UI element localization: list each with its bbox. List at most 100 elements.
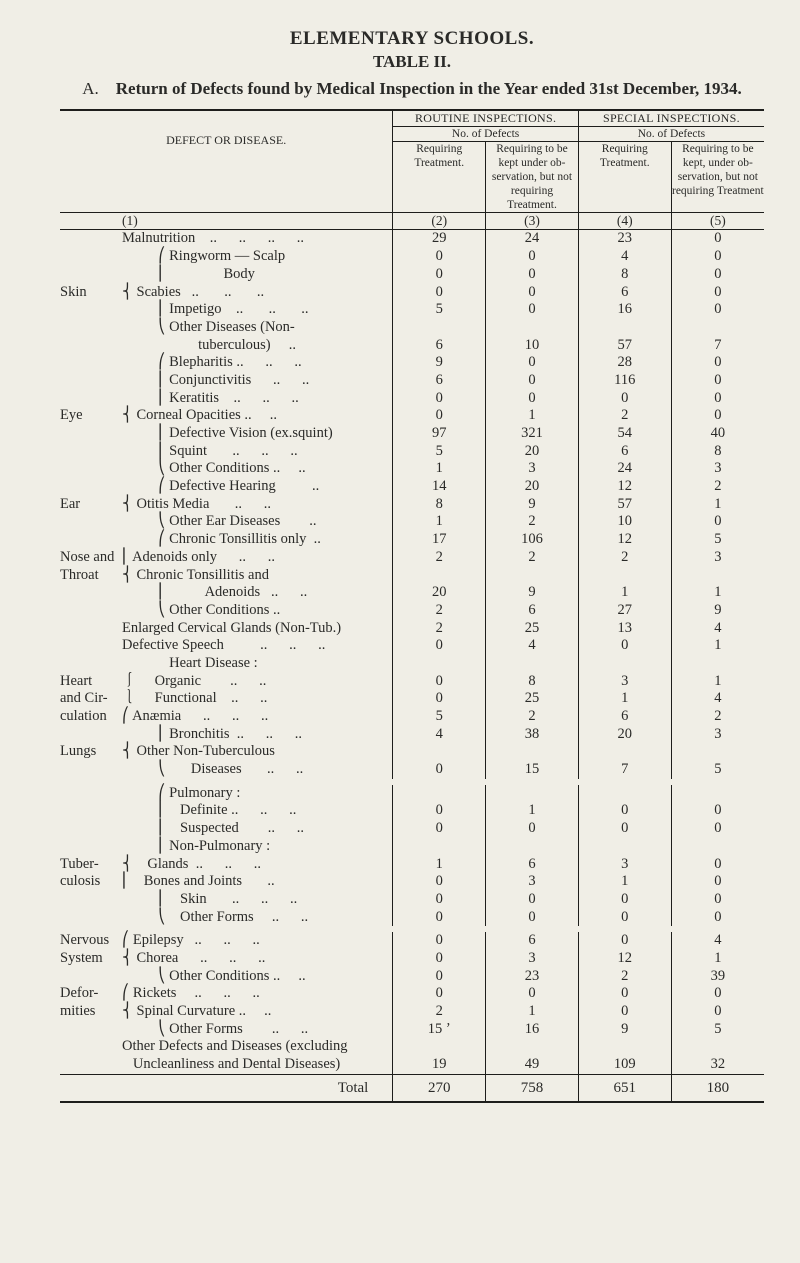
cell-value	[486, 1038, 579, 1056]
cell-value: 19	[393, 1056, 486, 1074]
row-label: Ear⎨ Otitis Media .. ..	[60, 496, 393, 514]
row-group: Tuber-	[60, 856, 122, 874]
cell-value: 23	[486, 968, 579, 986]
table-row: Enlarged Cervical Glands (Non-Tub.)22513…	[60, 620, 764, 638]
table-row: ⎛ Chronic Tonsillitis only ..17106125	[60, 531, 764, 549]
table-row: ⎝ Other Conditions .. ..023239	[60, 968, 764, 986]
cell-value	[671, 319, 764, 337]
cell-value: 6	[578, 284, 671, 302]
cell-value	[486, 567, 579, 585]
row-label: ⎜ Impetigo .. .. ..	[60, 301, 393, 319]
cell-value: 3	[486, 950, 579, 968]
table-row: Nervous⎛ Epilepsy .. .. ..0604	[60, 932, 764, 950]
page: ELEMENTARY SCHOOLS. TABLE II. A. Return …	[0, 0, 800, 1139]
row-label: Throat⎨ Chronic Tonsillitis and	[60, 567, 393, 585]
cell-value: 2	[486, 549, 579, 567]
row-label: Other Defects and Diseases (excluding	[60, 1038, 393, 1056]
cell-value: 0	[671, 301, 764, 319]
row-text: ⎜ Bronchitis .. .. ..	[122, 726, 302, 742]
cell-value: 9	[578, 1021, 671, 1039]
cell-value: 4	[671, 932, 764, 950]
cell-value: 2	[393, 549, 486, 567]
row-label: ⎛ Blepharitis .. .. ..	[60, 354, 393, 372]
header-col-3: Requiring to be kept under ob-servation,…	[486, 141, 579, 212]
cell-value: 0	[671, 1003, 764, 1021]
cell-value: 0	[486, 301, 579, 319]
cell-value: 4	[578, 248, 671, 266]
cell-value: 0	[393, 802, 486, 820]
row-text: Enlarged Cervical Glands (Non-Tub.)	[122, 620, 341, 636]
row-text: ⎛ Anæmia .. .. ..	[122, 708, 268, 724]
cell-value: 7	[578, 761, 671, 779]
cell-value: 2	[393, 602, 486, 620]
cell-value: 0	[393, 950, 486, 968]
row-label: ⎛ Chronic Tonsillitis only ..	[60, 531, 393, 549]
row-text: ⎨ Other Non-Tuberculous	[122, 743, 275, 759]
title-table-ii: TABLE II.	[60, 52, 764, 72]
cell-value	[671, 567, 764, 585]
row-label: ⎝ Other Forms .. ..	[60, 909, 393, 927]
cell-value: 1	[671, 637, 764, 655]
row-text: ⎜ Suspected .. ..	[122, 820, 304, 836]
table-row: ⎝ Other Ear Diseases ..12100	[60, 513, 764, 531]
table-caption: A. Return of Defects found by Medical In…	[72, 78, 752, 99]
row-group: and Cir-	[60, 690, 122, 708]
cell-value: 0	[578, 1003, 671, 1021]
row-text: ⎱ Functional .. ..	[122, 690, 267, 706]
row-label: Heart Disease :	[60, 655, 393, 673]
table-row: ⎛ Blepharitis .. .. ..90280	[60, 354, 764, 372]
table-row: Other Defects and Diseases (excluding	[60, 1038, 764, 1056]
cell-value: 2	[486, 708, 579, 726]
cell-value: 0	[486, 820, 579, 838]
cell-value: 0	[578, 390, 671, 408]
colnum-1: (1)	[60, 212, 393, 229]
cell-value: 2	[393, 1003, 486, 1021]
cell-value: 8	[578, 266, 671, 284]
table-row: ⎝ Other Forms .. ..15 ʼ1695	[60, 1021, 764, 1039]
colnum-3: (3)	[486, 212, 579, 229]
cell-value: 3	[671, 549, 764, 567]
row-text: ⎜ Adenoids only .. ..	[122, 549, 275, 565]
cell-value: 2	[578, 407, 671, 425]
row-text: ⎛ Blepharitis .. .. ..	[122, 354, 302, 370]
cell-value: 0	[578, 637, 671, 655]
cell-value: 5	[671, 761, 764, 779]
row-text: ⎨ Corneal Opacities .. ..	[122, 407, 277, 423]
row-group: culosis	[60, 873, 122, 891]
cell-value: 2	[671, 478, 764, 496]
row-label: Defective Speech .. .. ..	[60, 637, 393, 655]
cell-value: 0	[578, 891, 671, 909]
cell-value	[578, 567, 671, 585]
cell-value: 0	[393, 820, 486, 838]
table-row: ⎛ Defective Hearing ..1420122	[60, 478, 764, 496]
table-row: Defective Speech .. .. ..0401	[60, 637, 764, 655]
cell-value: 9	[486, 584, 579, 602]
table-row: Heart⎰ Organic .. ..0831	[60, 673, 764, 691]
cell-value: 4	[671, 690, 764, 708]
cell-value: 0	[393, 932, 486, 950]
table-row: System⎨ Chorea .. .. ..03121	[60, 950, 764, 968]
cell-value: 9	[486, 496, 579, 514]
row-text: ⎨ Glands .. .. ..	[122, 856, 261, 872]
row-label: ⎜ Squint .. .. ..	[60, 443, 393, 461]
cell-value: 0	[393, 407, 486, 425]
table-row: Uncleanliness and Dental Diseases)194910…	[60, 1056, 764, 1074]
cell-value: 0	[671, 248, 764, 266]
cell-value: 4	[486, 637, 579, 655]
cell-value: 24	[486, 230, 579, 248]
row-text: ⎰ Organic .. ..	[122, 673, 266, 689]
row-label: ⎜ Defective Vision (ex.squint)	[60, 425, 393, 443]
cell-value: 16	[578, 301, 671, 319]
cell-value	[578, 785, 671, 803]
cell-value: 0	[578, 985, 671, 1003]
row-text: ⎝ Other Conditions .. ..	[122, 968, 306, 984]
table-row: ⎜ Keratitis .. .. ..0000	[60, 390, 764, 408]
row-text: ⎝ Diseases .. ..	[122, 761, 303, 777]
cell-value: 4	[393, 726, 486, 744]
cell-value: 0	[671, 284, 764, 302]
cell-value: 17	[393, 531, 486, 549]
cell-value: 27	[578, 602, 671, 620]
cell-value: 1	[393, 460, 486, 478]
cell-value: 0	[486, 891, 579, 909]
cell-value: 1	[671, 950, 764, 968]
